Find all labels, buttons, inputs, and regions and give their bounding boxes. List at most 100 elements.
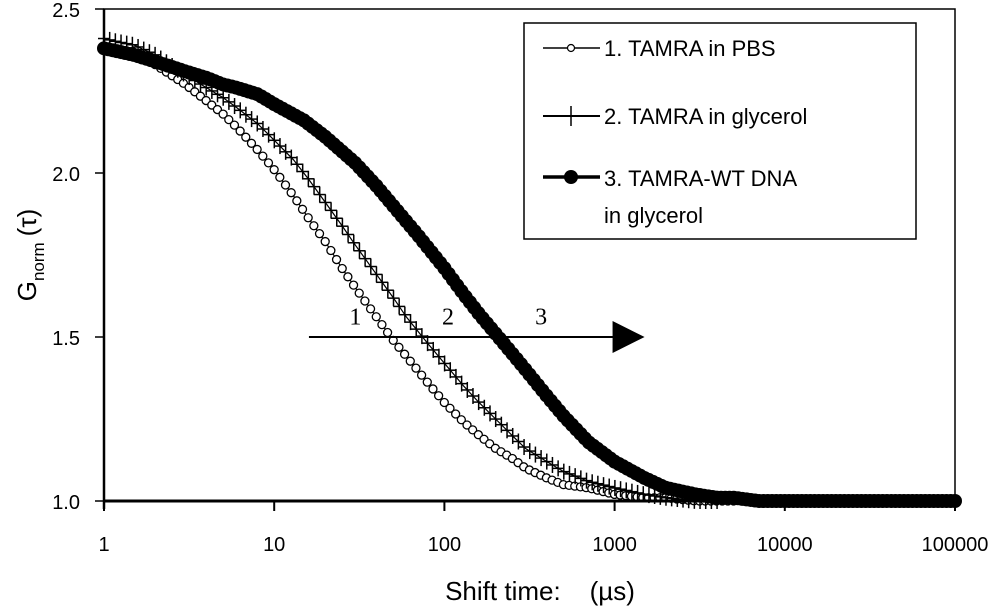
data-point-series-1 xyxy=(445,403,455,413)
y-axis-title-arg: (τ) xyxy=(12,209,42,237)
data-point-series-2 xyxy=(325,202,338,219)
data-point-series-2 xyxy=(535,450,548,467)
y-axis-title-sub: norm xyxy=(29,242,48,281)
data-point-series-1 xyxy=(229,120,240,130)
data-point-series-1 xyxy=(275,172,285,182)
data-point-series-2 xyxy=(291,156,304,173)
data-point-series-1 xyxy=(377,319,387,330)
curve-label-3: 3 xyxy=(535,305,547,331)
data-point-series-1 xyxy=(326,245,336,256)
data-point-series-1 xyxy=(411,363,421,373)
data-point-series-2 xyxy=(239,106,252,123)
data-point-series-1 xyxy=(258,151,268,161)
x-tick-label: 1000 xyxy=(592,534,637,556)
data-point-series-1 xyxy=(365,304,376,314)
data-point-series-2 xyxy=(398,306,411,323)
y-axis-title-main: G xyxy=(12,281,42,301)
legend-item-1: 1. TAMRA in PBS xyxy=(543,36,776,61)
data-point-series-2 xyxy=(302,170,315,187)
y-ticks: 1.0 1.5 2.0 2.5 xyxy=(52,0,104,514)
data-point-series-2 xyxy=(574,470,587,487)
data-point-series-2 xyxy=(285,149,298,166)
curve-label-1: 1 xyxy=(349,305,361,331)
data-point-series-2 xyxy=(234,102,247,119)
x-axis-title: Shift time: (µs) xyxy=(445,576,635,606)
data-point-series-2 xyxy=(455,375,468,392)
data-point-series-2 xyxy=(410,321,423,338)
data-point-series-1 xyxy=(337,263,347,274)
data-point-series-2 xyxy=(313,186,326,203)
curve-label-2: 2 xyxy=(442,305,454,331)
data-point-series-2 xyxy=(625,483,638,500)
y-axis-title: Gnorm (τ) xyxy=(12,209,48,302)
data-point-series-2 xyxy=(308,178,321,195)
data-point-series-1 xyxy=(360,296,370,306)
data-point-series-1 xyxy=(320,236,330,247)
data-point-series-1 xyxy=(405,356,415,366)
data-point-series-1 xyxy=(235,126,245,136)
data-point-series-2 xyxy=(580,472,593,489)
annotations: 1 2 3 xyxy=(308,305,645,353)
data-point-series-1 xyxy=(433,391,444,401)
data-point-series-2 xyxy=(569,468,582,485)
data-point-series-2 xyxy=(586,474,599,491)
data-point-series-1 xyxy=(309,221,319,231)
data-point-series-2 xyxy=(449,368,462,385)
data-point-series-2 xyxy=(557,463,570,480)
arrow-head-icon xyxy=(612,321,645,353)
data-point-series-2 xyxy=(438,355,451,372)
data-point-series-2 xyxy=(376,274,389,291)
data-point-series-1 xyxy=(246,138,257,148)
data-point-series-1 xyxy=(263,158,274,168)
y-tick-label: 2.5 xyxy=(52,0,80,22)
data-point-series-1 xyxy=(450,409,461,419)
data-point-series-2 xyxy=(546,456,559,473)
data-point-series-1 xyxy=(303,213,313,223)
data-point-series-1 xyxy=(343,272,353,282)
data-point-series-2 xyxy=(347,234,360,251)
data-point-series-2 xyxy=(370,266,383,283)
data-point-series-1 xyxy=(280,180,291,190)
data-point-series-1 xyxy=(218,109,228,119)
y-tick-label: 1.0 xyxy=(52,492,80,514)
data-point-series-2 xyxy=(620,482,633,499)
data-point-series-1 xyxy=(416,370,427,380)
data-point-series-2 xyxy=(563,465,576,482)
data-point-series-1 xyxy=(314,229,325,239)
x-tick-label: 1 xyxy=(98,534,109,556)
data-point-series-2 xyxy=(432,348,445,365)
legend-label-3a: 3. TAMRA-WT DNA xyxy=(604,166,797,191)
x-tick-label: 100 xyxy=(428,534,461,556)
x-tick-label: 100000 xyxy=(922,534,989,556)
data-point-series-2 xyxy=(319,194,332,211)
data-point-series-1 xyxy=(241,132,251,142)
legend-item-3: 3. TAMRA-WT DNA in glycerol xyxy=(543,166,797,228)
data-point-series-1 xyxy=(354,288,364,298)
data-point-series-2 xyxy=(222,93,235,110)
filled-circle-icon xyxy=(564,170,578,184)
data-point-series-2 xyxy=(228,98,241,115)
y-tick-label: 1.5 xyxy=(52,328,80,350)
legend-label-2: 2. TAMRA in glycerol xyxy=(604,104,807,129)
y-tick-label: 2.0 xyxy=(52,164,80,186)
data-point-series-1 xyxy=(439,397,449,408)
data-point-series-1 xyxy=(269,165,279,175)
data-point-series-2 xyxy=(393,298,406,315)
data-point-series-2 xyxy=(523,443,536,460)
data-point-series-1 xyxy=(371,312,381,322)
data-point-series-2 xyxy=(217,89,230,106)
legend-item-2: 2. TAMRA in glycerol xyxy=(543,104,807,129)
data-point-series-1 xyxy=(286,188,296,198)
svg-text:Gnorm(τ): Gnorm (τ) xyxy=(12,209,48,302)
data-point-series-2 xyxy=(603,478,616,495)
data-point-series-1 xyxy=(331,254,342,265)
data-point-series-1 xyxy=(224,114,234,125)
legend-label-1: 1. TAMRA in PBS xyxy=(604,36,776,61)
data-point-series-2 xyxy=(336,218,349,235)
data-point-series-2 xyxy=(330,210,343,227)
legend: 1. TAMRA in PBS 2. TAMRA in glycerol 3. … xyxy=(523,22,917,240)
data-point-series-2 xyxy=(387,290,400,307)
open-circle-icon xyxy=(566,43,576,53)
data-point-series-2 xyxy=(296,163,309,180)
